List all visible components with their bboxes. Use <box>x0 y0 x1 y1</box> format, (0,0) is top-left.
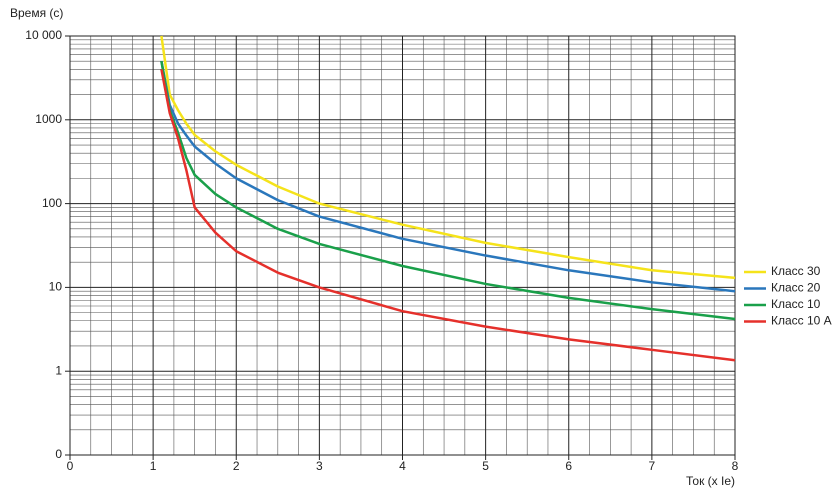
series-line <box>160 61 736 321</box>
y-tick-label: 10 <box>49 280 63 294</box>
x-tick-label: 8 <box>732 459 739 473</box>
legend-label: Класс 10 <box>771 297 821 311</box>
x-tick-label: 7 <box>649 459 656 473</box>
x-tick-label: 5 <box>482 459 489 473</box>
legend-label: Класс 10 A <box>771 314 832 328</box>
x-tick-label: 0 <box>67 459 74 473</box>
series-line <box>160 60 736 293</box>
y-tick-label: 1000 <box>35 112 62 126</box>
x-tick-label: 6 <box>565 459 572 473</box>
x-tick-label: 1 <box>150 459 157 473</box>
x-tick-label: 2 <box>233 459 240 473</box>
legend-label: Класс 20 <box>771 281 821 295</box>
x-tick-label: 3 <box>316 459 323 473</box>
y-tick-label: 0 <box>55 447 62 461</box>
x-tick-label: 4 <box>399 459 406 473</box>
series-line <box>160 69 736 362</box>
legend-label: Класс 30 <box>771 264 821 278</box>
y-tick-label: 10 000 <box>25 28 62 42</box>
y-axis-label: Время (с) <box>10 6 63 20</box>
x-axis-label: Ток (x Ie) <box>686 474 735 488</box>
y-tick-label: 1 <box>55 363 62 377</box>
y-tick-label: 100 <box>42 196 62 210</box>
series-line <box>160 35 736 280</box>
